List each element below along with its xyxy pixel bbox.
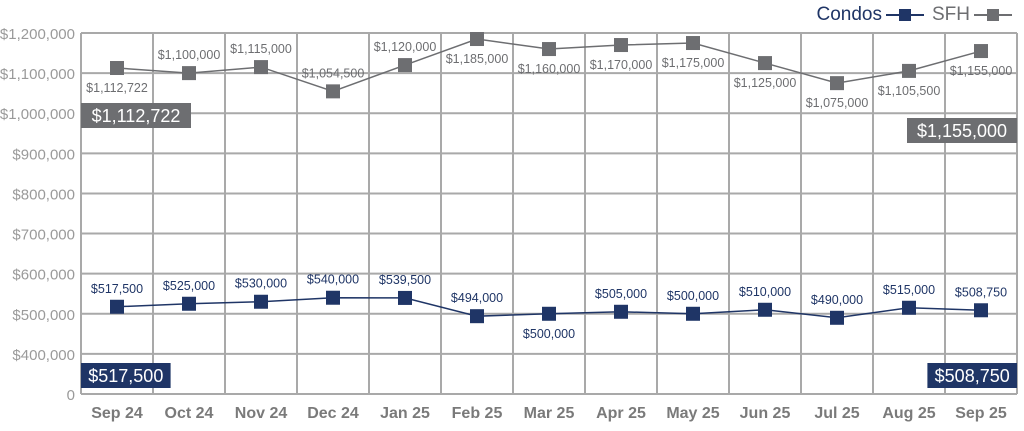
data-label-condos: $515,000 bbox=[883, 283, 935, 297]
data-label-condos: $505,000 bbox=[595, 287, 647, 301]
end-callout-bg bbox=[907, 118, 1017, 143]
data-point-condos bbox=[398, 290, 412, 305]
data-point-sfh bbox=[182, 66, 196, 81]
y-tick-label: $700,000 bbox=[12, 227, 75, 244]
data-label-sfh: $1,054,500 bbox=[302, 66, 365, 80]
x-tick-label: May 25 bbox=[666, 405, 719, 422]
data-point-condos bbox=[974, 303, 988, 318]
x-tick-label: Sep 24 bbox=[91, 405, 143, 422]
data-label-sfh: $1,125,000 bbox=[734, 76, 797, 90]
data-label-condos: $494,000 bbox=[451, 291, 503, 305]
end-callout-condos: $508,750 bbox=[935, 366, 1010, 386]
x-tick-label: Sep 25 bbox=[955, 405, 1007, 422]
y-tick-label: $1,200,000 bbox=[0, 26, 75, 43]
y-tick-label: $900,000 bbox=[12, 146, 75, 163]
data-point-condos bbox=[902, 300, 916, 315]
x-tick-label: Nov 24 bbox=[235, 405, 288, 422]
end-callout-bg bbox=[927, 363, 1017, 388]
data-label-condos: $490,000 bbox=[811, 293, 863, 307]
x-tick-label: Oct 24 bbox=[165, 405, 214, 422]
data-label-condos: $500,000 bbox=[523, 327, 575, 341]
data-label-condos: $500,000 bbox=[667, 289, 719, 303]
y-tick-label: $1,100,000 bbox=[0, 66, 75, 83]
data-point-sfh bbox=[830, 76, 844, 91]
data-label-sfh: $1,185,000 bbox=[446, 52, 509, 66]
start-callout-condos: $517,500 bbox=[88, 366, 163, 386]
legend-swatch-sfh bbox=[974, 9, 1012, 21]
data-label-sfh: $1,120,000 bbox=[374, 40, 437, 54]
start-callout-bg bbox=[81, 103, 191, 128]
y-tick-label: $1,000,000 bbox=[0, 106, 75, 123]
legend-swatch-condos bbox=[886, 9, 924, 21]
data-label-sfh: $1,100,000 bbox=[158, 48, 221, 62]
data-point-sfh bbox=[110, 61, 124, 76]
x-tick-label: Feb 25 bbox=[452, 405, 503, 422]
data-label-condos: $510,000 bbox=[739, 285, 791, 299]
data-point-condos bbox=[614, 304, 628, 319]
data-label-sfh: $1,112,722 bbox=[86, 81, 148, 95]
data-point-sfh bbox=[974, 44, 988, 59]
x-tick-label: Mar 25 bbox=[524, 405, 575, 422]
x-tick-label: Dec 24 bbox=[307, 405, 359, 422]
data-point-sfh bbox=[902, 63, 916, 78]
data-point-condos bbox=[254, 294, 268, 309]
y-tick-label: $800,000 bbox=[12, 186, 75, 203]
data-point-condos bbox=[830, 310, 844, 325]
y-tick-label: $600,000 bbox=[12, 267, 75, 284]
data-label-sfh: $1,155,000 bbox=[950, 64, 1013, 78]
y-tick-label: 0 bbox=[67, 387, 75, 404]
data-point-condos bbox=[470, 309, 484, 324]
data-label-condos: $539,500 bbox=[379, 273, 431, 287]
end-callout-sfh: $1,155,000 bbox=[917, 121, 1007, 141]
legend-label-sfh: SFH bbox=[932, 4, 970, 25]
data-label-condos: $517,500 bbox=[91, 282, 143, 296]
data-point-sfh bbox=[686, 36, 700, 51]
y-tick-label: $400,000 bbox=[12, 347, 75, 364]
start-callout-sfh: $1,112,722 bbox=[92, 106, 181, 126]
data-point-sfh bbox=[758, 56, 772, 71]
data-point-condos bbox=[542, 306, 556, 321]
data-point-condos bbox=[326, 290, 340, 305]
data-point-condos bbox=[182, 296, 196, 311]
data-label-sfh: $1,105,500 bbox=[878, 84, 941, 98]
data-point-sfh bbox=[470, 32, 484, 47]
data-label-sfh: $1,115,000 bbox=[230, 42, 292, 56]
data-label-sfh: $1,170,000 bbox=[590, 58, 653, 72]
legend-label-condos: Condos bbox=[816, 4, 883, 25]
x-tick-label: Aug 25 bbox=[882, 405, 935, 422]
start-callout-bg bbox=[81, 363, 171, 388]
x-tick-label: Jun 25 bbox=[740, 405, 791, 422]
data-label-condos: $508,750 bbox=[955, 285, 1007, 299]
data-label-sfh: $1,075,000 bbox=[806, 96, 869, 110]
data-label-sfh: $1,160,000 bbox=[518, 62, 581, 76]
data-point-sfh bbox=[398, 58, 412, 73]
data-point-condos bbox=[110, 299, 124, 314]
data-point-sfh bbox=[254, 60, 268, 75]
data-point-condos bbox=[758, 302, 772, 317]
data-label-condos: $540,000 bbox=[307, 273, 359, 287]
y-tick-label: $500,000 bbox=[12, 307, 75, 324]
data-point-sfh bbox=[326, 84, 340, 99]
data-point-sfh bbox=[542, 42, 556, 57]
data-point-condos bbox=[686, 306, 700, 321]
x-tick-label: Jul 25 bbox=[814, 405, 859, 422]
x-tick-label: Jan 25 bbox=[380, 405, 430, 422]
data-label-condos: $530,000 bbox=[235, 277, 287, 291]
legend: Condos SFH bbox=[817, 4, 1017, 26]
x-tick-label: Apr 25 bbox=[596, 405, 646, 422]
data-label-sfh: $1,175,000 bbox=[662, 56, 725, 70]
data-point-sfh bbox=[614, 38, 628, 53]
data-label-condos: $525,000 bbox=[163, 279, 215, 293]
